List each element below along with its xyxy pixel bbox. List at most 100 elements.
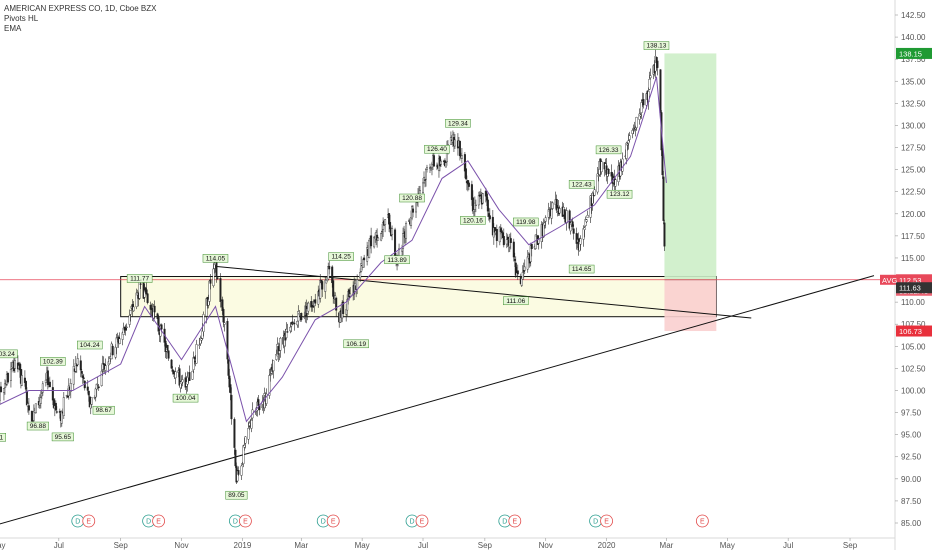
candle xyxy=(44,379,47,383)
pivot-label-box xyxy=(568,264,595,274)
candle xyxy=(516,270,519,275)
candle xyxy=(146,293,149,303)
candle xyxy=(34,403,37,413)
candle xyxy=(6,372,9,383)
candle xyxy=(2,388,5,393)
candle xyxy=(72,366,75,385)
event-letter: D xyxy=(75,518,80,525)
earnings-marker[interactable] xyxy=(415,514,429,528)
candle xyxy=(195,344,198,364)
candle xyxy=(659,69,662,114)
earnings-marker[interactable] xyxy=(326,514,340,528)
candle xyxy=(219,278,222,302)
candle xyxy=(300,313,303,320)
earnings-marker[interactable] xyxy=(600,514,613,528)
candle xyxy=(265,393,268,404)
stop-price-tag-text: 106.73 xyxy=(899,327,922,336)
y-tick-label: 137.50 xyxy=(901,55,926,64)
event-letter: D xyxy=(502,518,507,525)
event-letter: E xyxy=(604,518,609,525)
candle xyxy=(642,99,645,106)
candle xyxy=(509,238,512,244)
earnings-marker[interactable] xyxy=(508,514,522,528)
candle xyxy=(20,375,23,386)
candle xyxy=(565,210,568,224)
candle xyxy=(635,116,638,128)
candle xyxy=(332,280,335,297)
candle xyxy=(530,243,533,250)
candle xyxy=(108,358,111,365)
candle xyxy=(544,217,547,222)
earnings-marker[interactable] xyxy=(695,514,709,528)
candle xyxy=(202,314,205,332)
earnings-marker[interactable] xyxy=(239,514,252,528)
pivot-label-box xyxy=(40,357,66,366)
stop-price-tag xyxy=(896,325,932,337)
candle xyxy=(663,222,666,247)
candle xyxy=(534,234,537,249)
candle xyxy=(345,309,348,315)
candle xyxy=(505,239,508,245)
candle xyxy=(460,155,463,159)
pivot-label-box xyxy=(0,433,6,442)
pivot-label-box xyxy=(328,252,354,261)
candle xyxy=(227,359,230,376)
y-tick-label: 120.00 xyxy=(901,210,926,219)
candle xyxy=(444,162,447,168)
candle xyxy=(234,449,237,467)
earnings-marker[interactable] xyxy=(82,514,96,528)
candle xyxy=(250,419,253,429)
candle xyxy=(39,397,42,404)
pivot-label-box xyxy=(384,255,410,265)
candle xyxy=(583,227,586,230)
trendline-down[interactable] xyxy=(215,265,752,319)
candle xyxy=(216,277,219,280)
x-tick-label: 2020 xyxy=(598,541,616,550)
candle xyxy=(346,299,349,311)
candle xyxy=(380,233,383,241)
y-tick-label: 107.50 xyxy=(901,320,926,329)
stop-zone[interactable] xyxy=(664,279,717,332)
candle xyxy=(181,379,184,383)
candle xyxy=(593,189,596,196)
y-tick-label: 127.50 xyxy=(901,144,926,153)
candle xyxy=(80,370,83,374)
candle xyxy=(172,370,175,375)
last-price-tag-text: 111.63 xyxy=(899,284,921,293)
legend-symbol: AMERICAN EXPRESS CO, 1D, Cboe BZX xyxy=(4,4,157,13)
trendline-up[interactable] xyxy=(0,275,875,532)
candle xyxy=(89,404,92,409)
candle xyxy=(286,331,289,333)
candle xyxy=(247,428,250,440)
pivot-label-box xyxy=(202,254,229,263)
candle xyxy=(473,202,476,210)
candle xyxy=(481,193,484,204)
target-zone[interactable] xyxy=(664,53,717,280)
candle xyxy=(81,375,84,378)
candle xyxy=(90,397,93,405)
candle xyxy=(139,283,142,285)
candle xyxy=(423,179,426,181)
candle xyxy=(41,383,44,393)
candle xyxy=(87,390,90,396)
candle xyxy=(48,381,51,388)
candle xyxy=(458,140,461,157)
y-tick-label: 115.00 xyxy=(901,254,925,263)
earnings-marker[interactable] xyxy=(152,514,165,528)
y-tick-label: 92.50 xyxy=(901,453,922,462)
event-letter: E xyxy=(156,518,161,525)
candle xyxy=(582,228,585,240)
pivot-label: 89.05 xyxy=(228,492,245,499)
candle xyxy=(639,114,642,117)
plot-area: 95.61 103.24 96.88 102.39 95.65 104.24 98.67 11… xyxy=(0,41,895,532)
candle xyxy=(513,259,516,261)
candle xyxy=(571,221,574,227)
pivot-label: 100.04 xyxy=(176,395,196,402)
y-tick-label: 130.00 xyxy=(901,121,926,130)
candle xyxy=(9,369,12,381)
event-letter: E xyxy=(243,518,248,525)
candle xyxy=(237,470,240,475)
pivot-label: 126.33 xyxy=(599,147,619,154)
event-letter: E xyxy=(86,518,91,525)
